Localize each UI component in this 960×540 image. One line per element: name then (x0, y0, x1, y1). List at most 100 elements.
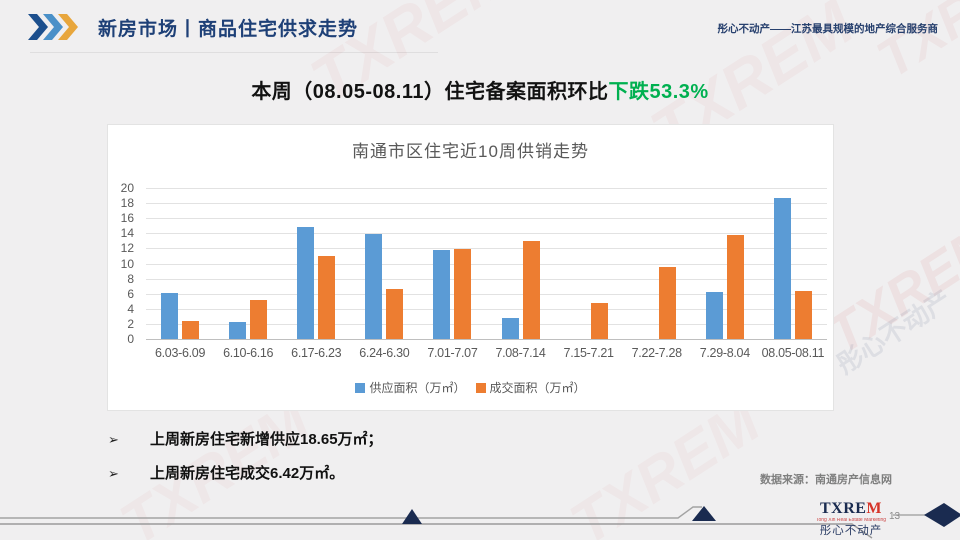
y-tick-label: 16 (120, 211, 134, 226)
deal-bar (318, 255, 336, 339)
deal-bar (726, 235, 744, 339)
y-tick-label: 14 (120, 226, 134, 241)
header-divider (30, 52, 438, 53)
chart-legend: 供应面积（万㎡） 成交面积（万㎡） (108, 379, 833, 396)
x-tick-label: 6.24-6.30 (359, 346, 410, 360)
y-axis-labels: 0 2 4 6 8 10 12 14 16 18 20 (108, 181, 140, 346)
deal-bar (522, 240, 540, 339)
deal-bar (794, 290, 812, 339)
bar-group (418, 188, 486, 339)
gridline (146, 278, 827, 280)
supply-bar (773, 198, 791, 339)
gridline (146, 203, 827, 205)
x-tick-label: 7.29-8.04 (699, 346, 750, 360)
x-axis-line (146, 339, 827, 340)
gridline (146, 218, 827, 220)
logo-wordmark: TXREM (819, 500, 883, 517)
page-number: 13 (889, 511, 901, 522)
background-watermark: TXREM (816, 212, 960, 366)
gridline (146, 323, 827, 325)
headline-highlight: 下跌53.3% (608, 81, 709, 103)
triple-chevron-icon (28, 14, 78, 40)
legend-swatch (475, 382, 486, 393)
supply-bar (297, 226, 315, 339)
gridline (146, 263, 827, 265)
headline-text: 本周（08.05-08.11）住宅备案面积环比 (251, 81, 609, 103)
x-tick-label: 08.05-08.11 (761, 346, 825, 360)
x-tick-label: 6.03-6.09 (154, 346, 206, 360)
y-tick-label: 2 (127, 316, 134, 331)
list-item: ➢ 上周新房住宅新增供应18.65万㎡； (108, 428, 383, 449)
y-tick-label: 10 (120, 256, 134, 271)
bar-group (146, 188, 214, 339)
bar-group (555, 188, 623, 339)
logo-subtext: Tong Xin Real Estate Marketing (816, 518, 886, 523)
deal-bar (182, 320, 200, 339)
x-axis-labels: 6.03-6.09 6.10-6.16 6.17-6.23 6.24-6.30 7.01… (146, 346, 827, 360)
gridline (146, 233, 827, 235)
y-tick-label: 20 (120, 181, 134, 195)
x-tick-label: 7.15-7.21 (563, 346, 614, 360)
notes-list: ➢ 上周新房住宅新增供应18.65万㎡； ➢ 上周新房住宅成交6.42万㎡。 (108, 428, 383, 496)
y-tick-label: 18 (120, 196, 134, 211)
page-title: 新房市场丨商品住宅供求走势 (98, 18, 359, 40)
bar-group (691, 188, 759, 339)
gridline (146, 188, 827, 189)
y-tick-label: 0 (127, 332, 134, 346)
supply-bar (365, 234, 383, 339)
y-tick-label: 4 (127, 301, 134, 316)
x-tick-label: 6.10-6.16 (223, 346, 274, 360)
company-logo: TXREM Tong Xin Real Estate Marketing 彤心不… (816, 501, 886, 538)
triangle-marker (402, 509, 422, 524)
gridline (146, 308, 827, 310)
deal-bar (250, 299, 268, 339)
chart-title: 南通市区住宅近10周供销走势 (352, 142, 589, 161)
y-tick-label: 8 (127, 271, 134, 286)
diamond-marker (924, 503, 960, 527)
deal-bar (386, 289, 404, 339)
bar-group (759, 188, 827, 339)
bar-group (282, 188, 350, 339)
supply-bar (433, 249, 451, 339)
legend-item: 成交面积（万㎡） (475, 379, 586, 396)
chart-panel: 南通市区住宅近10周供销走势 0 2 4 6 8 10 12 14 16 18 20 6.03-6.… (107, 124, 834, 411)
supply-bar (161, 292, 179, 339)
bar-series (146, 188, 827, 339)
supply-bar (705, 292, 723, 339)
deal-bar (454, 249, 472, 339)
footer-decoration (0, 503, 960, 539)
arrow-bullet-icon: ➢ (108, 466, 119, 481)
supply-bar (501, 317, 519, 339)
x-tick-label: 7.01-7.07 (427, 346, 478, 360)
bullet-text: 上周新房住宅成交6.42万㎡。 (150, 465, 345, 482)
deal-bar (590, 302, 608, 339)
supply-bar (229, 322, 247, 339)
legend-item: 供应面积（万㎡） (355, 379, 466, 396)
y-tick-label: 6 (127, 286, 134, 301)
y-tick-label: 12 (120, 241, 134, 256)
arrow-bullet-icon: ➢ (108, 432, 119, 447)
x-tick-label: 7.08-7.14 (495, 346, 546, 360)
list-item: ➢ 上周新房住宅成交6.42万㎡。 (108, 462, 383, 483)
legend-label: 成交面积（万㎡） (489, 381, 586, 395)
bar-group (350, 188, 418, 339)
gridline (146, 293, 827, 295)
x-tick-label: 6.17-6.23 (291, 346, 342, 360)
legend-label: 供应面积（万㎡） (369, 381, 466, 395)
headline: 本周（08.05-08.11）住宅备案面积环比下跌53.3% (0, 75, 960, 104)
gridline (146, 248, 827, 250)
triangle-marker (692, 506, 716, 521)
bullet-text: 上周新房住宅新增供应18.65万㎡； (150, 431, 383, 448)
background-watermark: 彤心不动产 (831, 283, 957, 380)
plot-area (146, 188, 827, 340)
data-source-note: 数据来源：南通房产信息网 (760, 474, 892, 486)
company-tagline: 彤心不动产——江苏最具规模的地产综合服务商 (717, 23, 939, 35)
header: 新房市场丨商品住宅供求走势 (28, 13, 358, 41)
bar-group (623, 188, 691, 339)
x-tick-label: 7.22-7.28 (631, 346, 682, 360)
legend-swatch (355, 382, 366, 393)
bar-group (486, 188, 554, 339)
bar-group (214, 188, 282, 339)
logo-chinese-name: 彤心不动产 (819, 525, 883, 537)
